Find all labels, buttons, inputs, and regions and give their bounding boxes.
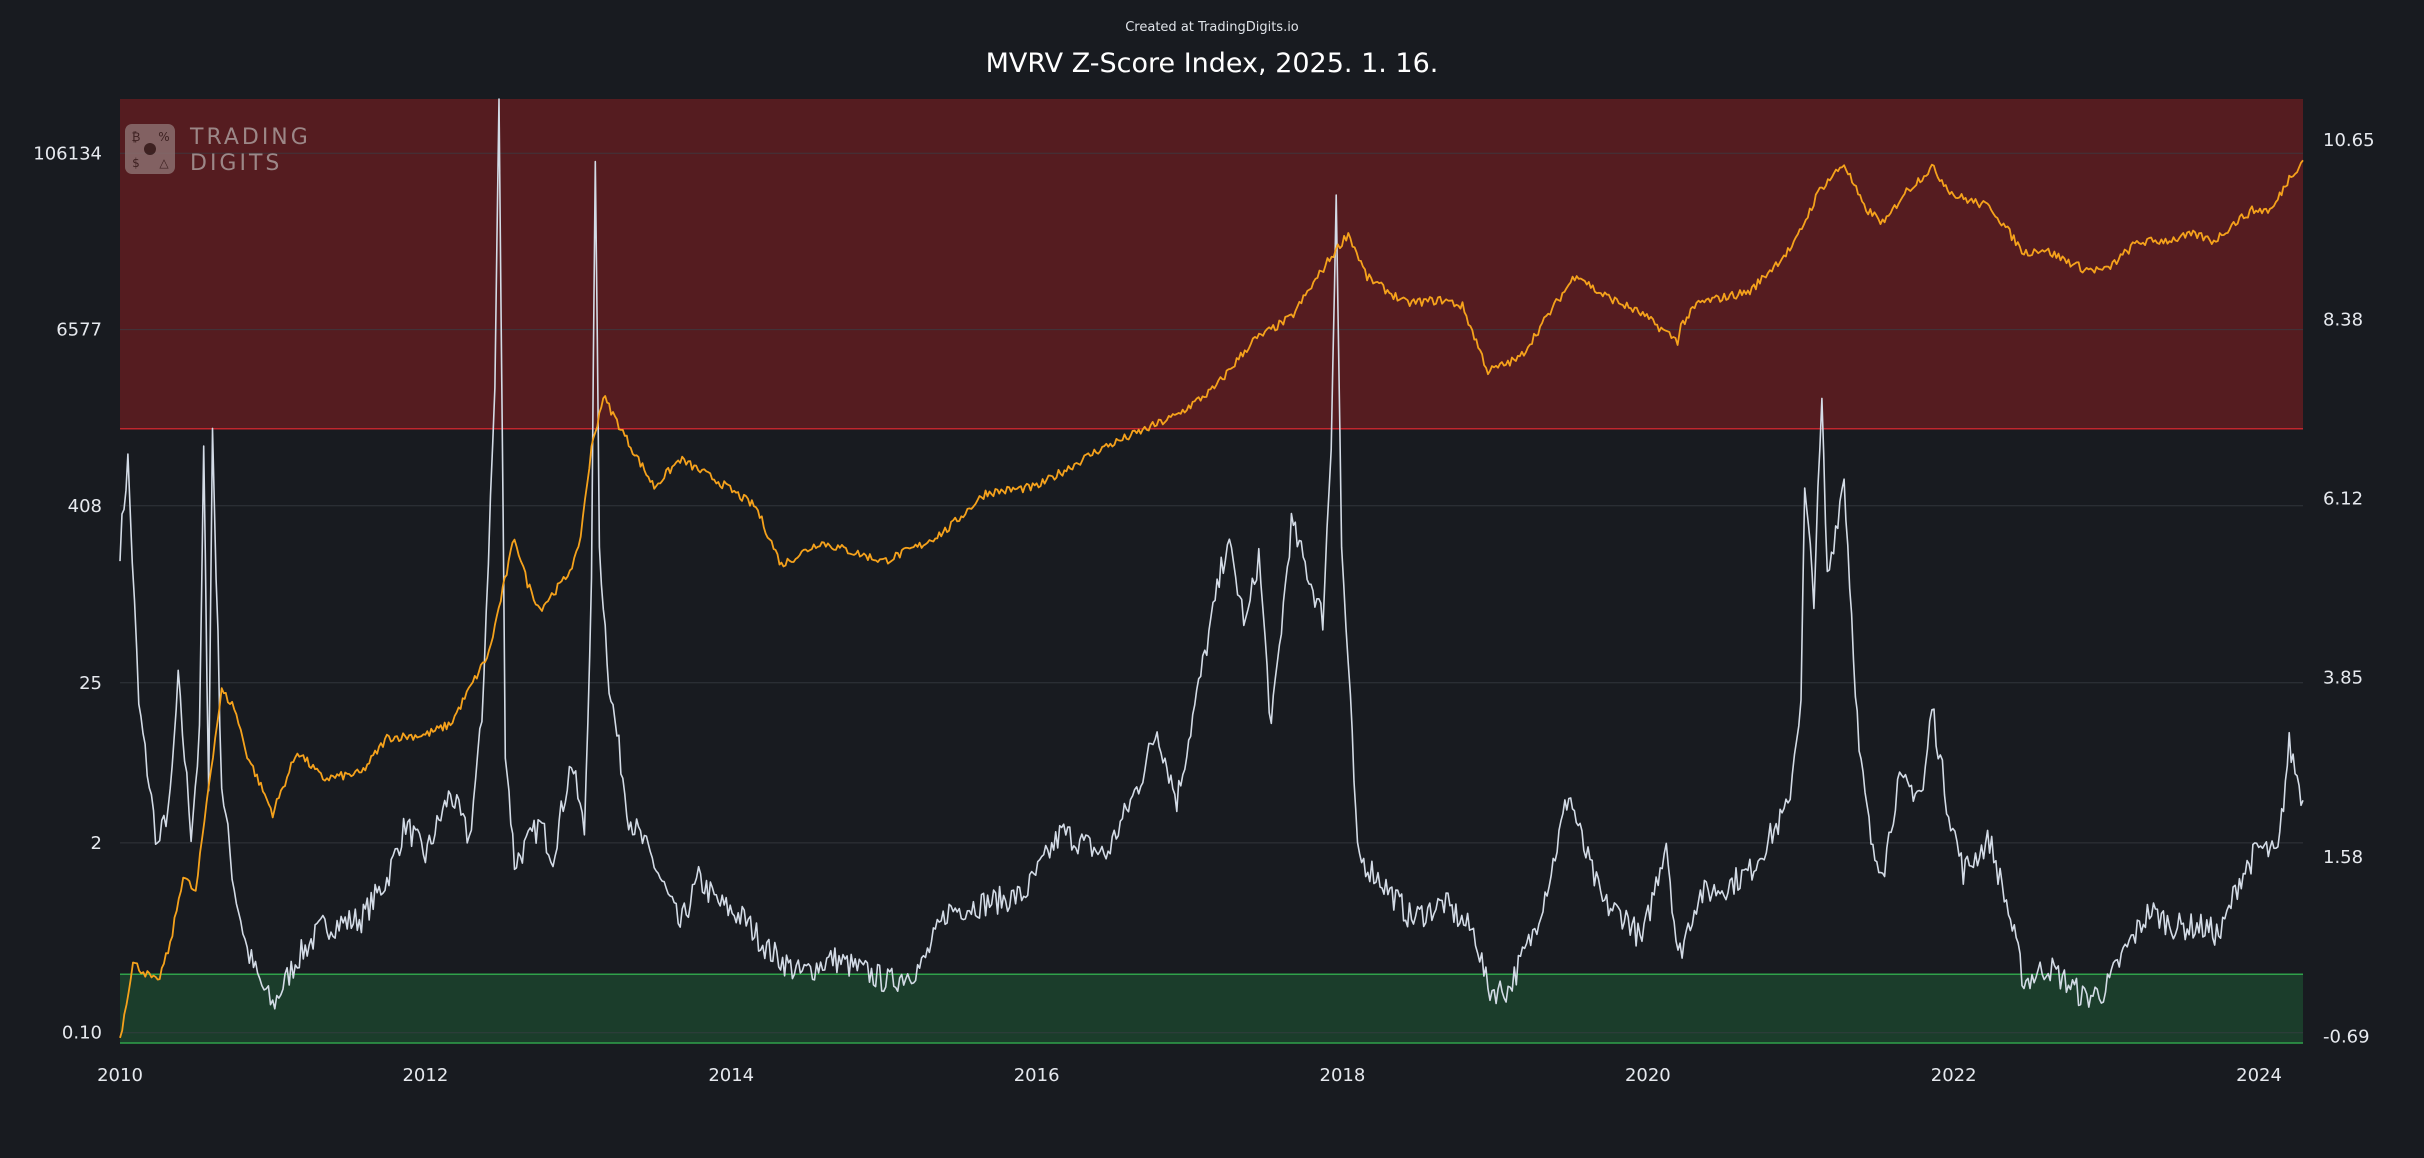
x-tick-label: 2020 (1625, 1065, 1671, 1086)
y-left-tick-label: 6577 (56, 320, 102, 341)
y-left-tick-label: 2 (91, 833, 102, 854)
watermark-glyph-bitcoin: ₿ (132, 130, 141, 144)
y-right-tick-label: 3.85 (2323, 668, 2363, 689)
y-left-tick-label: 408 (68, 496, 102, 517)
y-left-tick-label: 25 (79, 673, 102, 694)
y-right-tick-label: 6.12 (2323, 488, 2363, 509)
y-left-tick-label: 106134 (33, 143, 102, 164)
watermark-text-line2: DIGITS (190, 151, 282, 176)
watermark-logo-dot (144, 143, 156, 155)
x-tick-label: 2010 (97, 1065, 143, 1086)
y-right-tick-label: 10.65 (2323, 130, 2375, 151)
chart-title: MVRV Z-Score Index, 2025. 1. 16. (985, 48, 1439, 79)
series-line-right-axis (119, 98, 2304, 1010)
y-right-tick-label: 8.38 (2323, 310, 2363, 331)
chart-credit: Created at TradingDigits.io (1125, 20, 1299, 35)
series-line-left-axis (119, 159, 2304, 1039)
x-tick-label: 2018 (1320, 1065, 1366, 1086)
x-tick-label: 2024 (2236, 1065, 2282, 1086)
x-tick-label: 2022 (1931, 1065, 1977, 1086)
watermark-glyph-triangle: △ (159, 156, 169, 170)
watermark-text-line1: TRADING (189, 125, 311, 150)
zone-overvalued (120, 99, 2303, 429)
y-right-tick-label: 1.58 (2323, 847, 2363, 868)
zone-undervalued (120, 974, 2303, 1043)
y-left-tick-label: 0.10 (62, 1023, 102, 1044)
x-tick-label: 2014 (708, 1065, 754, 1086)
watermark-glyph-percent: % (158, 130, 169, 144)
axis-layer: 106134 6577 408 25 2 0.10 10.65 8.38 6.12 3.85 1.5… (33, 130, 2374, 1086)
watermark: ₿ % $ △ TRADING DIGITS (125, 124, 311, 176)
x-tick-label: 2016 (1014, 1065, 1060, 1086)
y-right-tick-label: -0.69 (2323, 1027, 2370, 1048)
zone-layer (120, 99, 2303, 1044)
series-layer (119, 98, 2304, 1039)
x-tick-label: 2012 (402, 1065, 448, 1086)
watermark-glyph-dollar: $ (132, 156, 140, 170)
